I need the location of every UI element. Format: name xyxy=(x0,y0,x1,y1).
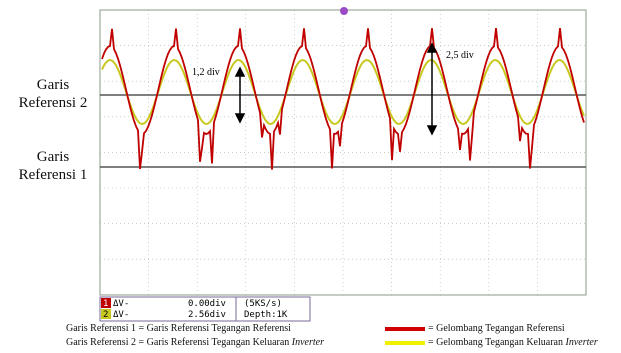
note: Garis Referensi 1 = Garis Referensi Tega… xyxy=(66,323,291,334)
note-text: Garis Referensi 2 = Garis Referensi Tega… xyxy=(66,337,292,348)
ch-label: 1 xyxy=(103,299,108,309)
page: 1,2 div 2,5 div 1 2 ΔV- ΔV- 0.00div 2.56… xyxy=(0,0,621,353)
trigger-marker xyxy=(340,7,348,15)
legend-italic: Inverter xyxy=(566,337,598,348)
readout-label: ΔV- xyxy=(113,299,129,309)
legend-text: = Gelombang Tegangan Keluaran Inverter xyxy=(428,337,598,348)
readout-value: 0.00div xyxy=(188,299,226,309)
sample-rate: (5KS/s) xyxy=(244,299,282,309)
ch-label: 2 xyxy=(103,310,108,320)
readout-label: ΔV- xyxy=(113,310,129,320)
ref1-label: Garis Referensi 1 xyxy=(8,148,98,184)
annotation: 2,5 div xyxy=(446,50,474,61)
legend-text-part: = Gelombang Tegangan Keluaran xyxy=(428,337,566,348)
readout-value: 2.56div xyxy=(188,310,226,320)
ref2-label: Garis Referensi 2 xyxy=(8,76,98,112)
annotation: 1,2 div xyxy=(192,67,220,78)
depth: Depth:1K xyxy=(244,310,288,320)
note-italic: Inverter xyxy=(292,337,324,348)
note: Garis Referensi 2 = Garis Referensi Tega… xyxy=(66,337,324,348)
legend-text: = Gelombang Tegangan Referensi xyxy=(428,323,565,334)
